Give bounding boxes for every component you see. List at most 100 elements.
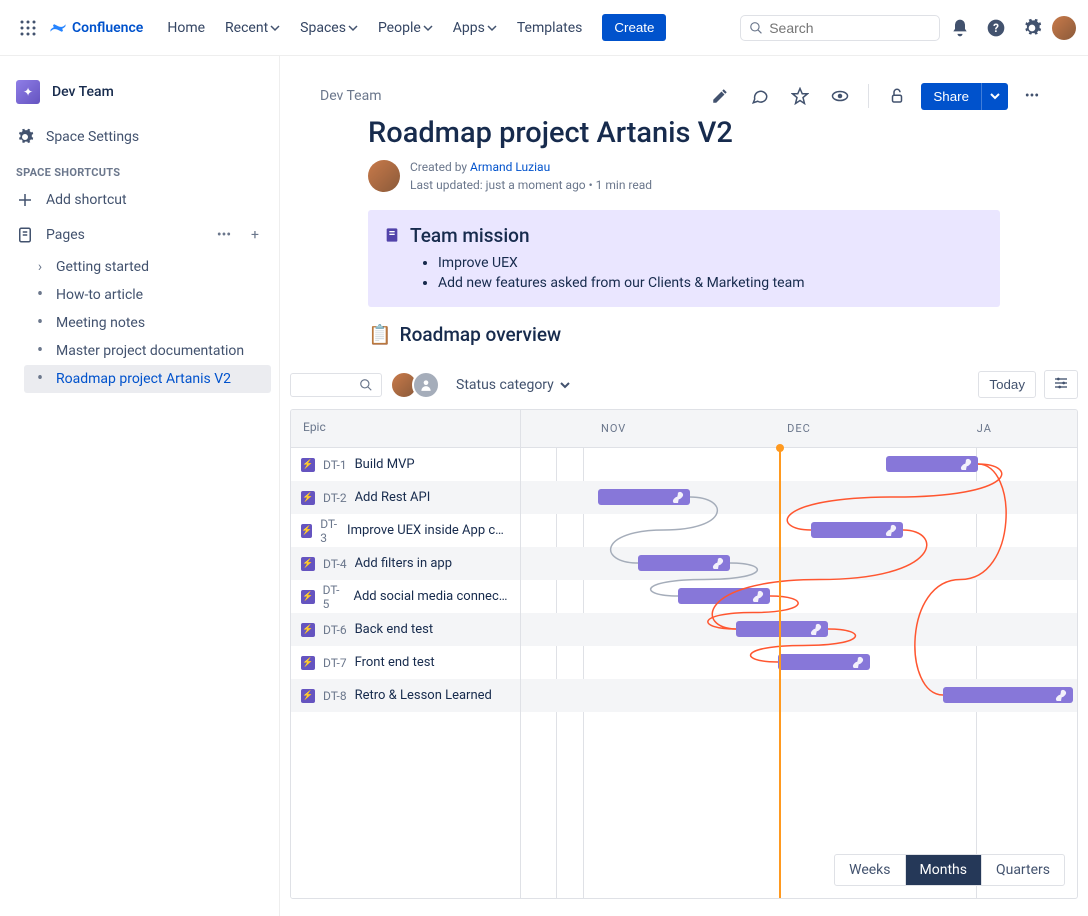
page-content: Dev Team Share ••• Roadmap project Artan…: [280, 56, 1088, 916]
space-name: Dev Team: [52, 84, 114, 100]
issue-summary: Build MVP: [355, 457, 415, 472]
comment-icon[interactable]: [744, 80, 776, 112]
zoom-weeks[interactable]: Weeks: [835, 855, 905, 885]
help-icon[interactable]: ?: [980, 12, 1012, 44]
overview-heading: 📋 Roadmap overview: [368, 323, 1000, 346]
zoom-quarters[interactable]: Quarters: [982, 855, 1064, 885]
nav-people[interactable]: People: [370, 14, 441, 42]
page-tree-item[interactable]: ›Getting started: [24, 253, 271, 281]
panel-info-icon: [384, 227, 400, 293]
issue-key: DT-3: [320, 517, 339, 545]
app-switcher-icon[interactable]: [12, 12, 44, 44]
status-filter[interactable]: Status category: [448, 377, 578, 393]
author-link[interactable]: Armand Luziau: [470, 160, 550, 174]
svg-text:?: ?: [993, 21, 999, 35]
issue-summary: Add social media connector: [353, 589, 510, 604]
page-tree-item[interactable]: •Master project documentation: [24, 337, 271, 365]
profile-avatar[interactable]: [1052, 16, 1076, 40]
pages-tree-header[interactable]: Pages ••• +: [8, 217, 271, 253]
page-title: Roadmap project Artanis V2: [280, 112, 1088, 158]
star-icon[interactable]: [784, 80, 816, 112]
issue-summary: Back end test: [355, 622, 434, 637]
timeline-row: [521, 679, 1077, 712]
unassigned-avatar[interactable]: [412, 371, 440, 399]
roadmap-toolbar: Status category Today: [290, 362, 1078, 409]
breadcrumb[interactable]: Dev Team: [320, 88, 382, 104]
primary-nav: HomeRecent Spaces People Apps Templates: [159, 14, 590, 42]
epic-row[interactable]: ⚡DT-5Add social media connector: [291, 580, 520, 613]
timeline-row: [521, 514, 1077, 547]
epic-row[interactable]: ⚡DT-1Build MVP: [291, 448, 520, 481]
add-shortcut-button[interactable]: Add shortcut: [8, 183, 271, 217]
page-tree-item[interactable]: •Roadmap project Artanis V2: [24, 365, 271, 393]
space-settings-link[interactable]: Space Settings: [8, 120, 271, 154]
confluence-logo[interactable]: Confluence: [48, 18, 143, 38]
timeline[interactable]: [521, 448, 1077, 899]
epic-bar[interactable]: [811, 522, 903, 538]
timeline-row: [521, 481, 1077, 514]
epic-bar[interactable]: [778, 654, 870, 670]
add-page-icon[interactable]: +: [247, 225, 263, 245]
timeline-header: NOVDECJA: [521, 410, 1077, 447]
share-dropdown[interactable]: [981, 83, 1008, 110]
view-settings-icon[interactable]: [1044, 370, 1078, 399]
space-selector[interactable]: ✦ Dev Team: [8, 72, 271, 120]
pages-more-icon[interactable]: •••: [213, 225, 235, 245]
nav-templates[interactable]: Templates: [509, 14, 591, 42]
edit-icon[interactable]: [704, 80, 736, 112]
mission-item: Add new features asked from our Clients …: [438, 273, 805, 293]
epic-bar[interactable]: [736, 621, 828, 637]
epic-icon: ⚡: [301, 557, 315, 571]
month-label: JA: [892, 410, 1077, 447]
mission-list: Improve UEXAdd new features asked from o…: [410, 253, 805, 293]
epic-icon: ⚡: [301, 458, 315, 472]
page-tree-item[interactable]: •How-to article: [24, 281, 271, 309]
gantt-header: Epic NOVDECJA: [291, 410, 1077, 448]
epic-bar[interactable]: [638, 555, 730, 571]
issue-key: DT-6: [323, 623, 347, 637]
epic-bar[interactable]: [886, 456, 978, 472]
nav-apps[interactable]: Apps: [445, 14, 505, 42]
restrictions-icon[interactable]: [881, 80, 913, 112]
epic-row[interactable]: ⚡DT-6Back end test: [291, 613, 520, 646]
clipboard-icon: 📋: [368, 323, 392, 346]
notifications-icon[interactable]: [944, 12, 976, 44]
pages-label: Pages: [46, 227, 85, 243]
timeline-row: [521, 448, 1077, 481]
assignee-filter[interactable]: [390, 371, 440, 399]
zoom-months[interactable]: Months: [906, 855, 982, 885]
epic-icon: ⚡: [301, 656, 315, 670]
more-actions-icon[interactable]: •••: [1016, 80, 1048, 112]
search-box[interactable]: [740, 15, 940, 41]
author-avatar[interactable]: [368, 160, 400, 192]
mission-panel: Team mission Improve UEXAdd new features…: [368, 210, 1000, 307]
epic-row[interactable]: ⚡DT-4Add filters in app: [291, 547, 520, 580]
mission-title: Team mission: [410, 224, 805, 247]
chevron-down-icon: [560, 380, 570, 390]
page-tree-item[interactable]: •Meeting notes: [24, 309, 271, 337]
share-button[interactable]: Share: [921, 83, 981, 110]
roadmap-search[interactable]: [290, 373, 382, 397]
page-icon: [16, 226, 34, 244]
search-input[interactable]: [769, 20, 931, 36]
epic-row[interactable]: ⚡DT-7Front end test: [291, 646, 520, 679]
timeline-row: [521, 613, 1077, 646]
page-actions: Share •••: [704, 80, 1048, 112]
epic-row[interactable]: ⚡DT-2Add Rest API: [291, 481, 520, 514]
issue-summary: Front end test: [355, 655, 435, 670]
space-settings-label: Space Settings: [46, 129, 139, 145]
epic-row[interactable]: ⚡DT-3Improve UEX inside App configura…: [291, 514, 520, 547]
today-button[interactable]: Today: [978, 371, 1036, 398]
settings-icon[interactable]: [1016, 12, 1048, 44]
nav-spaces[interactable]: Spaces: [292, 14, 366, 42]
plus-icon: [16, 191, 34, 209]
nav-recent[interactable]: Recent: [217, 14, 288, 42]
issue-key: DT-2: [323, 491, 347, 505]
epic-bar[interactable]: [943, 687, 1073, 703]
epic-row[interactable]: ⚡DT-8Retro & Lesson Learned: [291, 679, 520, 712]
nav-home[interactable]: Home: [159, 14, 213, 42]
epic-bar[interactable]: [598, 489, 690, 505]
epic-bar[interactable]: [678, 588, 770, 604]
create-button[interactable]: Create: [602, 14, 666, 41]
watch-icon[interactable]: [824, 80, 856, 112]
